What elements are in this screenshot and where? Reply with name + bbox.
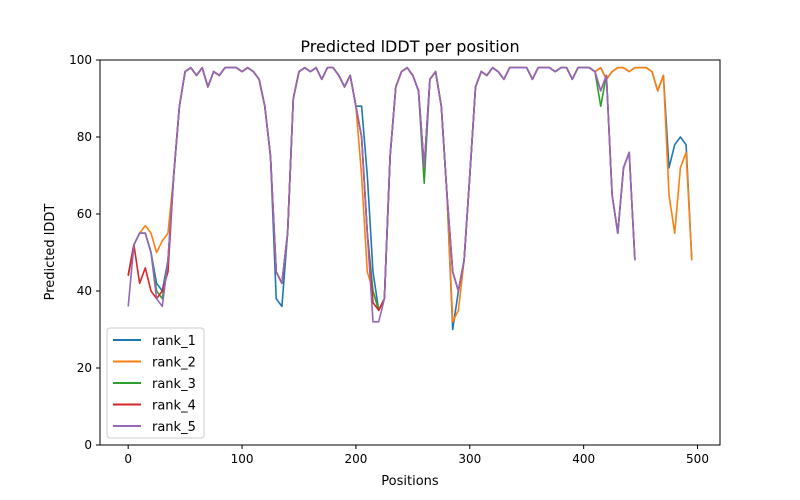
x-tick-label: 500 — [686, 452, 709, 466]
y-tick-label: 100 — [69, 53, 92, 67]
series-line-rank_5 — [127, 66, 636, 323]
y-tick-label: 0 — [84, 438, 92, 452]
legend-label-rank_3: rank_3 — [152, 377, 196, 392]
series-line-rank_4 — [127, 66, 636, 312]
x-tick-label: 300 — [458, 452, 481, 466]
plot-frame — [99, 59, 721, 446]
legend: rank_1 rank_2 rank_3 rank_4 rank_5 — [106, 327, 205, 439]
legend-label-rank_2: rank_2 — [152, 356, 196, 371]
y-tick-label: 60 — [77, 207, 92, 221]
y-axis-label: Predicted lDDT — [43, 204, 58, 301]
series-line-rank_3 — [127, 66, 636, 312]
y-tick-label: 80 — [77, 130, 92, 144]
legend-label-rank_4: rank_4 — [152, 399, 196, 414]
legend-label-rank_5: rank_5 — [152, 420, 196, 435]
y-tick-label: 20 — [77, 361, 92, 375]
chart-title: Predicted lDDT per position — [300, 37, 519, 56]
x-axis-label: Positions — [381, 474, 439, 489]
x-tick-label: 200 — [344, 452, 367, 466]
x-tick-label: 100 — [231, 452, 254, 466]
legend-label-rank_1: rank_1 — [152, 334, 196, 349]
x-tick-label: 0 — [124, 452, 132, 466]
x-tick-label: 400 — [572, 452, 595, 466]
y-tick-label: 40 — [77, 284, 92, 298]
legend-box — [106, 327, 205, 439]
